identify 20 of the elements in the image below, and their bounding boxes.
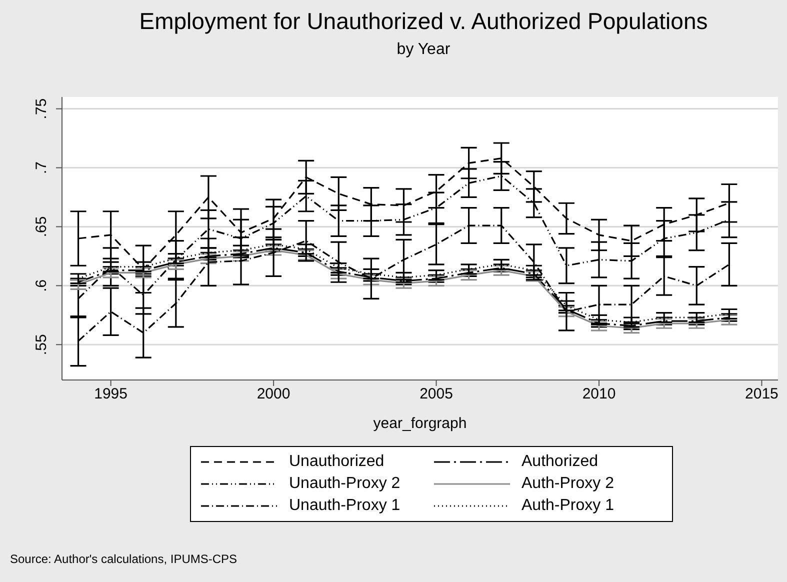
legend-label: Unauthorized <box>289 453 384 471</box>
legend-label: Authorized <box>522 453 598 471</box>
y-tick-label: .55 <box>33 334 50 356</box>
y-tick-label: .75 <box>33 98 50 120</box>
x-tick-label: 1995 <box>94 386 128 403</box>
x-tick-label: 2005 <box>420 386 453 403</box>
chart-subtitle: by Year <box>396 41 452 59</box>
chart-title: Employment for Unauthorized v. Authorized Populations <box>138 8 709 35</box>
y-tick-label: .7 <box>33 161 50 174</box>
legend-label: Unauth-Proxy 1 <box>289 497 400 515</box>
x-axis-title: year_forgraph <box>373 415 467 432</box>
legend-label: Auth-Proxy 1 <box>522 497 614 515</box>
source-note: Source: Author's calculations, IPUMS-CPS <box>10 552 238 566</box>
x-tick-label: 2015 <box>745 386 778 403</box>
legend-label: Unauth-Proxy 2 <box>289 475 400 493</box>
y-tick-label: .65 <box>33 216 50 238</box>
x-tick-label: 2010 <box>582 386 616 403</box>
x-tick-label: 2000 <box>256 386 290 403</box>
y-tick-label: .6 <box>33 279 50 292</box>
legend-label: Auth-Proxy 2 <box>522 475 614 493</box>
